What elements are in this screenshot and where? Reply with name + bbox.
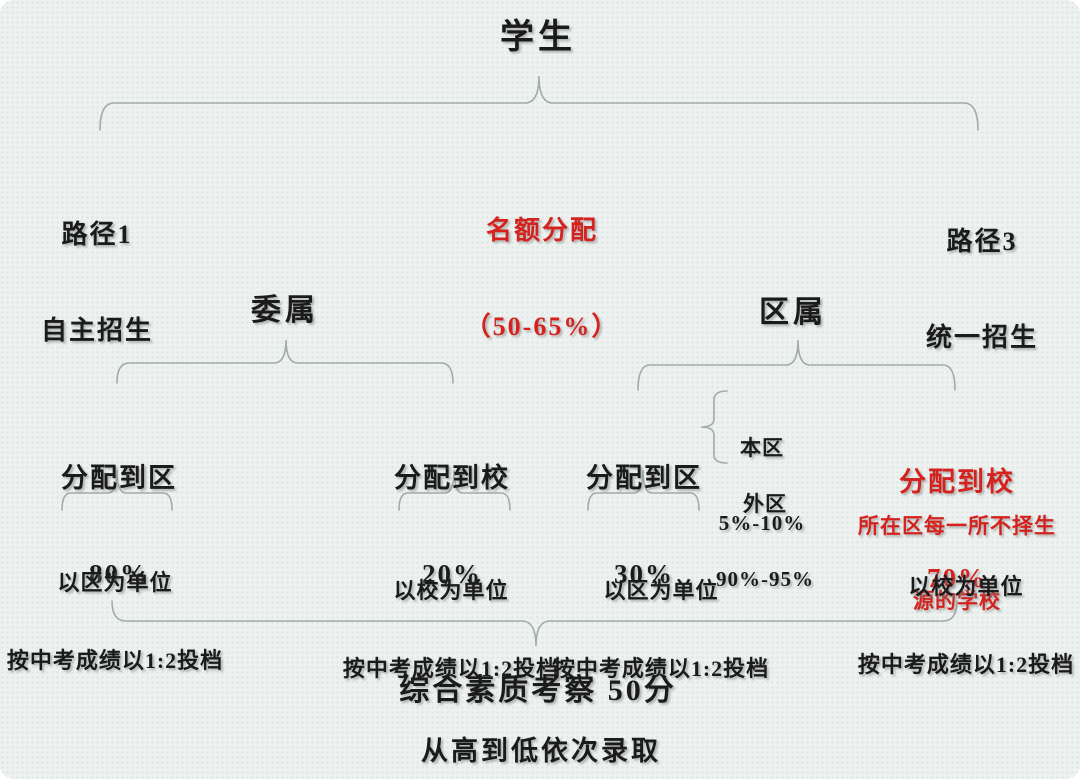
- weishu-school-unit: 以校为单位: [393, 578, 509, 603]
- qushu-district-method: 按中考成绩以1:2投档: [552, 656, 770, 681]
- weishu-district-unit: 以区为单位: [57, 570, 173, 595]
- quota-label: 名额分配: [485, 216, 599, 245]
- path3-label: 路径3: [946, 227, 1018, 256]
- brace-bottom-merge: [111, 600, 958, 647]
- qushu-header: 区属: [759, 296, 827, 329]
- weishu-school-rule: 以校为单位 按中考成绩以1:2投档: [343, 526, 559, 734]
- brace-qushu: [637, 339, 956, 391]
- qushu-school-pct: 70%: [927, 563, 987, 593]
- path1-label: 路径1: [61, 220, 133, 249]
- split-local-pct: 5%-10%: [718, 511, 806, 535]
- split-local-label: 本区: [740, 436, 784, 460]
- path1-node: 路径1 自主招生: [41, 155, 153, 411]
- brace-top-root: [99, 75, 979, 131]
- split-outer-district: 外区 90%-95%: [716, 442, 814, 642]
- weishu-school-pct: 20%: [422, 559, 482, 589]
- weishu-school-node: 分配到校 20%: [394, 398, 510, 654]
- qushu-school-note: 所在区每一所不择生 源的学校: [858, 464, 1056, 664]
- quota-percentage: （50-65%）: [464, 312, 620, 341]
- qushu-school-method: 按中考成绩以1:2投档: [857, 652, 1075, 677]
- footer-admission-order: 从高到低依次录取: [421, 736, 661, 766]
- qushu-district-pct: 30%: [614, 559, 674, 589]
- qushu-school-title: 分配到校: [899, 467, 1015, 497]
- qushu-district-title: 分配到区: [586, 463, 702, 493]
- weishu-district-node: 分配到区 80%: [61, 398, 177, 654]
- qushu-school-note-line2: 源的学校: [913, 589, 1001, 613]
- qushu-school-rule: 以校为单位 按中考成绩以1:2投档: [858, 522, 1074, 730]
- brace-weishu: [116, 339, 454, 384]
- brace-weishu-district: [61, 469, 173, 511]
- qushu-district-rule: 以区为单位 按中考成绩以1:2投档: [553, 526, 769, 734]
- path1-subtitle: 自主招生: [40, 316, 154, 345]
- weishu-school-method: 按中考成绩以1:2投档: [342, 656, 560, 681]
- path3-node: 路径3 统一招生: [926, 162, 1038, 418]
- split-outer-label: 外区: [743, 492, 787, 516]
- brace-weishu-school: [398, 469, 511, 511]
- weishu-district-method: 按中考成绩以1:2投档: [6, 648, 224, 673]
- qushu-school-unit: 以校为单位: [908, 574, 1024, 599]
- weishu-district-pct: 80%: [89, 559, 149, 589]
- weishu-header: 委属: [251, 294, 319, 327]
- brace-qushu-district: [587, 469, 700, 511]
- path2-quota-node: 名额分配 （50-65%）: [465, 151, 620, 407]
- qushu-district-node: 分配到区 30%: [586, 398, 702, 654]
- weishu-district-rule: 以区为单位 按中考成绩以1:2投档: [7, 518, 223, 726]
- footer-comprehensive-assessment: 综合素质考察 50分: [399, 674, 677, 707]
- weishu-district-title: 分配到区: [61, 463, 177, 493]
- root-node-student: 学生: [500, 19, 576, 56]
- weishu-school-title: 分配到校: [394, 463, 510, 493]
- qushu-school-node: 分配到校 70%: [899, 402, 1015, 658]
- brace-split-vertical: [700, 390, 728, 464]
- path3-subtitle: 统一招生: [925, 323, 1039, 352]
- split-outer-pct: 90%-95%: [716, 567, 814, 591]
- split-local-district: 本区 5%-10%: [719, 386, 806, 586]
- qushu-school-note-line1: 所在区每一所不择生: [858, 514, 1056, 538]
- qushu-district-unit: 以区为单位: [603, 578, 719, 603]
